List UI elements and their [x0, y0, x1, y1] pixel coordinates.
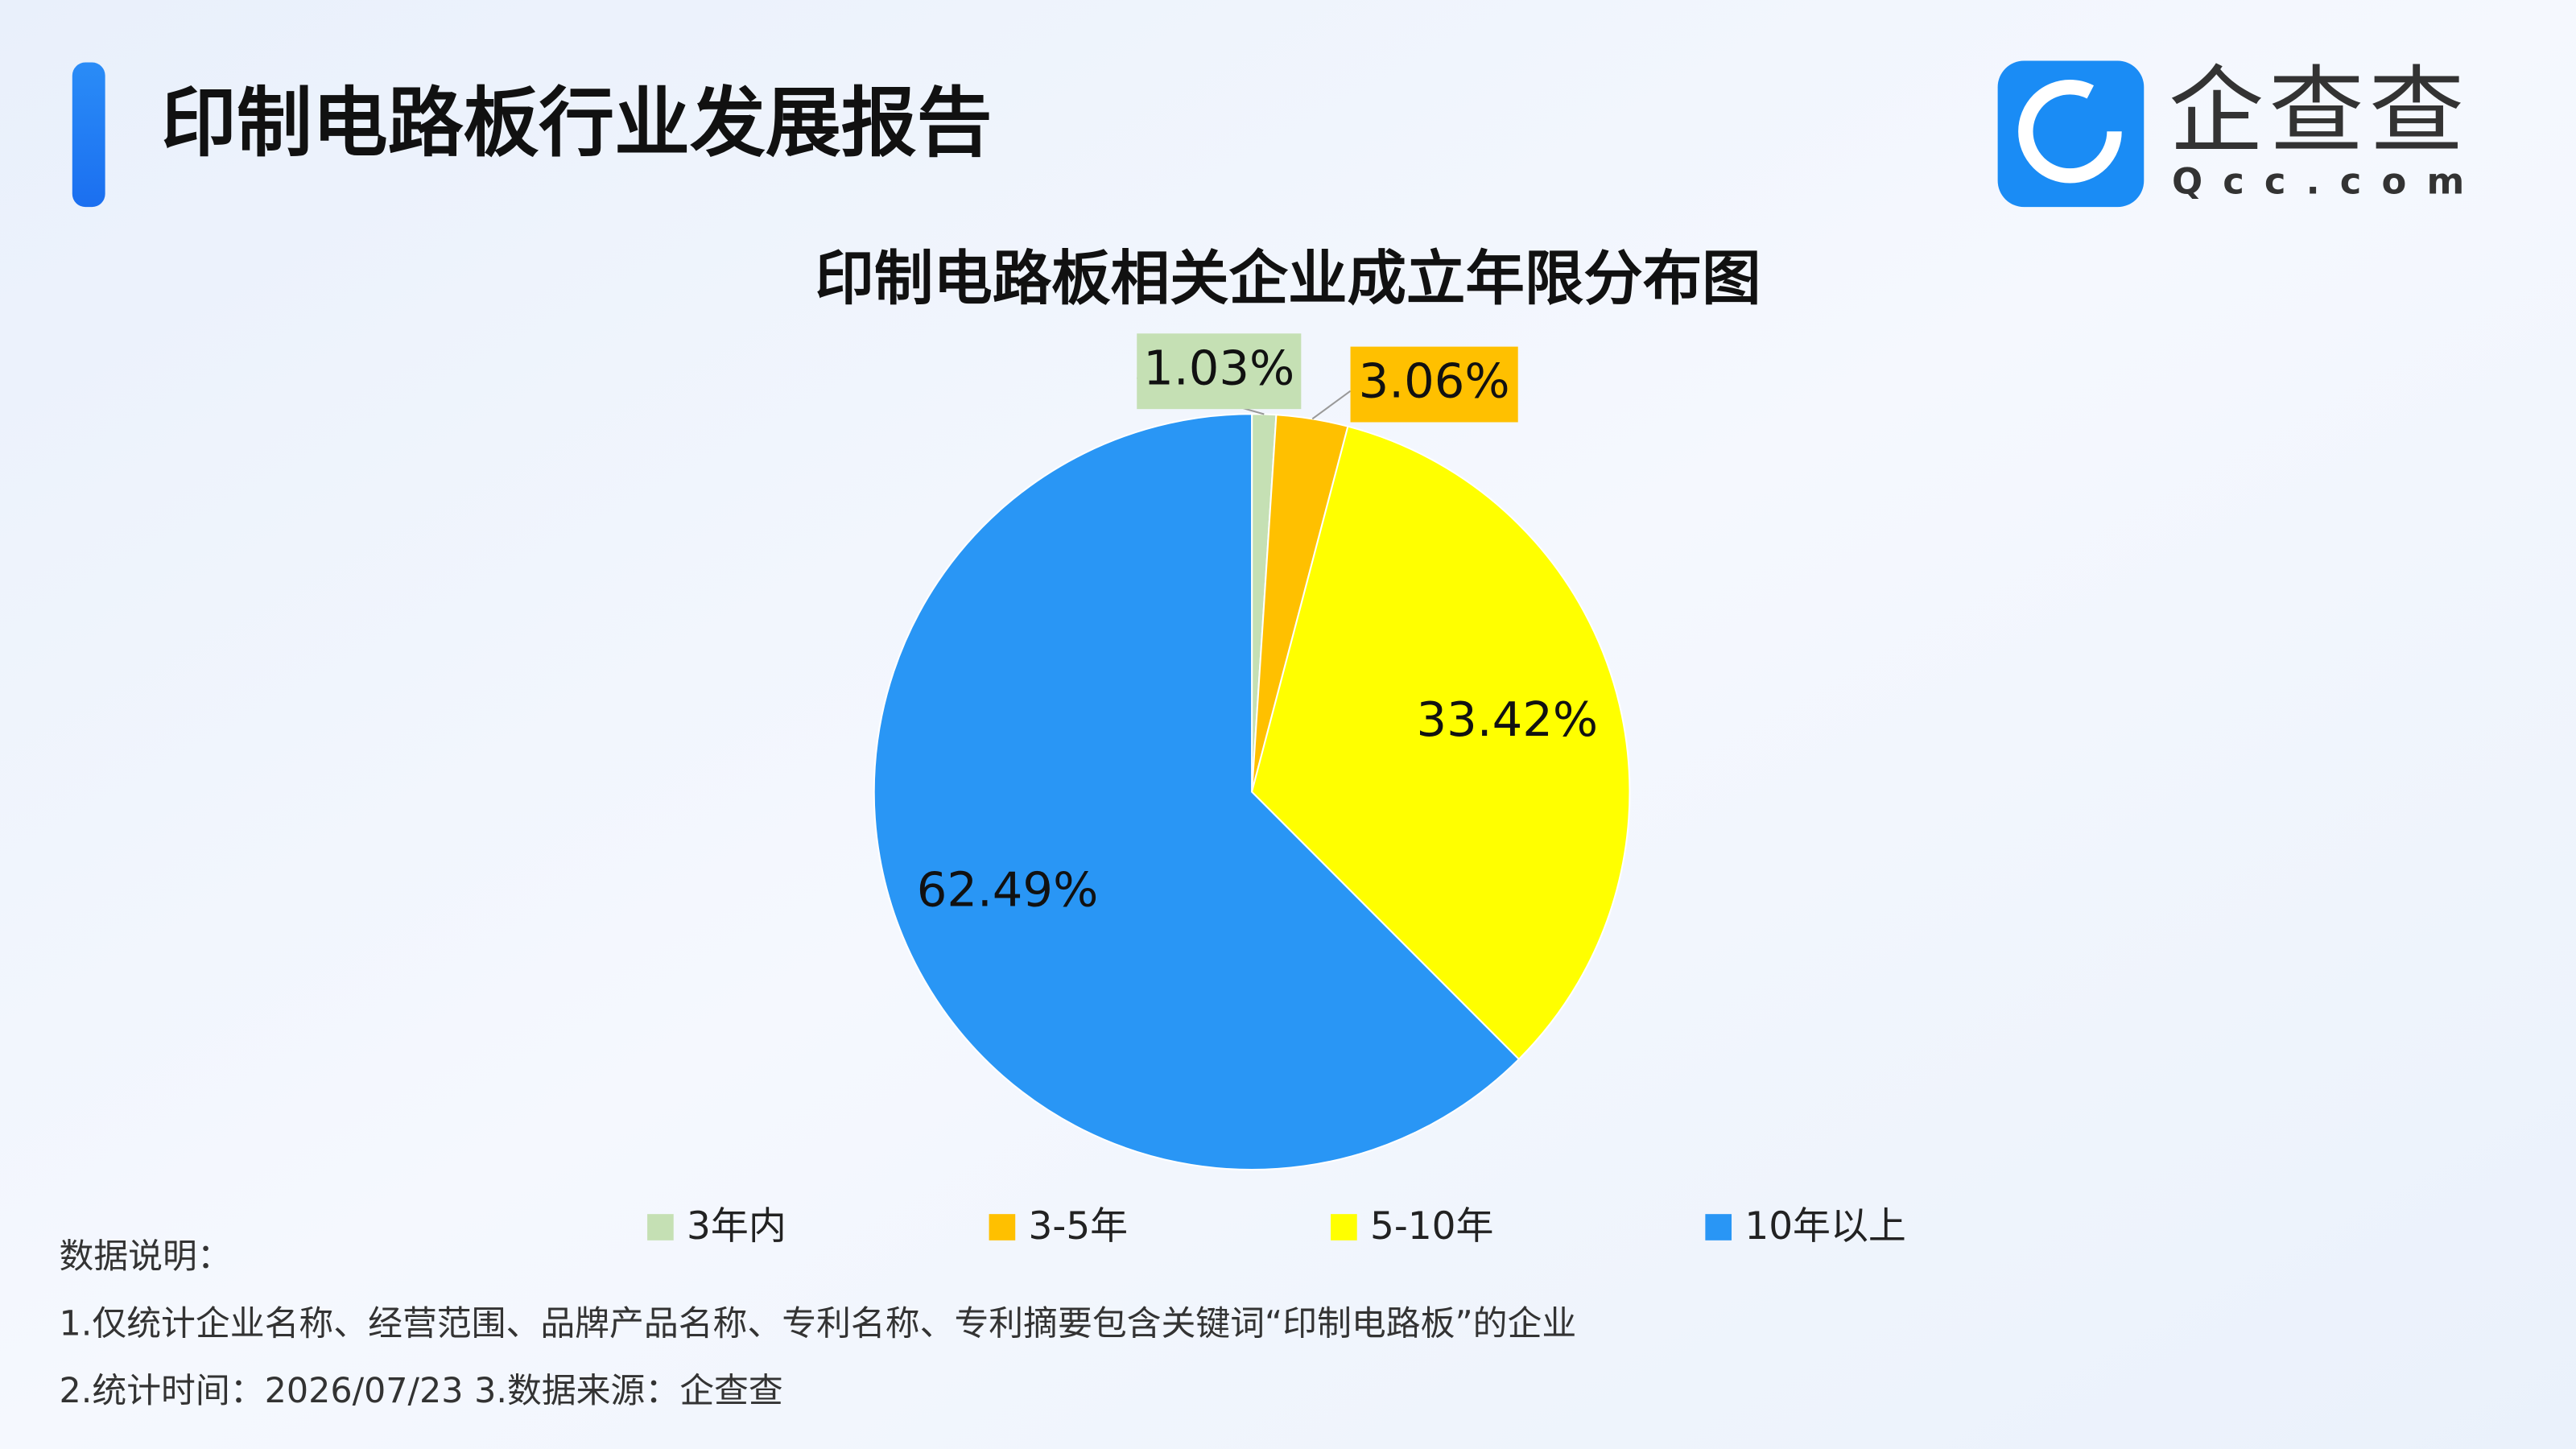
data-label: 33.42% — [1416, 691, 1598, 747]
logo-name: 企查查 — [2169, 56, 2464, 167]
note-line: 2.统计时间：2026/07/23 3.数据来源：企查查 — [59, 1371, 782, 1411]
legend-swatch — [989, 1214, 1016, 1241]
data-label: 1.03% — [1143, 340, 1294, 395]
note-line: 1.仅统计企业名称、经营范围、品牌产品名称、专利名称、专利摘要包含关键词“印制电… — [59, 1303, 1576, 1344]
pie-slice — [1250, 425, 1631, 1061]
accent-bar — [72, 62, 105, 208]
legend-swatch — [1705, 1214, 1732, 1241]
note-line: 数据说明： — [59, 1236, 231, 1277]
label-box — [1350, 346, 1518, 423]
legend-label: 3年内 — [687, 1204, 786, 1249]
legend-label: 3-5年 — [1029, 1204, 1129, 1249]
header-title: 印制电路板行业发展报告 — [161, 80, 992, 167]
chart-title: 印制电路板相关企业成立年限分布图 — [815, 245, 1761, 313]
legend-label: 10年以上 — [1744, 1204, 1905, 1249]
legend-swatch — [647, 1214, 674, 1241]
data-label: 3.06% — [1359, 353, 1510, 409]
pie-slice — [873, 413, 1521, 1171]
leader-line — [1311, 390, 1352, 420]
logo-mark — [2018, 79, 2122, 184]
legend-swatch — [1331, 1214, 1357, 1241]
label-box — [1137, 333, 1302, 410]
pie: 1.03% 3.06% 33.42% 62.49% — [873, 333, 1631, 1171]
data-label: 62.49% — [917, 861, 1099, 917]
legend-label: 5-10年 — [1370, 1204, 1493, 1249]
legend: 3年内 3-5年 5-10年 10年以上 — [647, 1204, 1906, 1249]
